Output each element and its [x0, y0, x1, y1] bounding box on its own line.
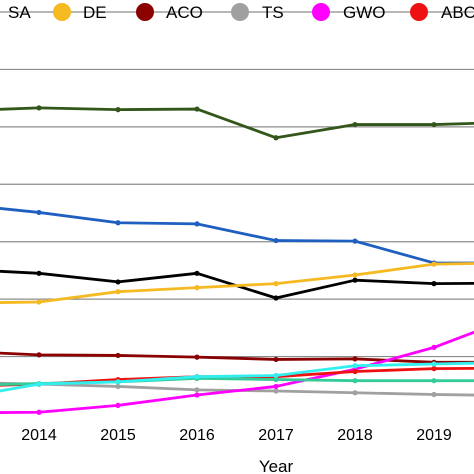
- x-tick-label: 2018: [337, 427, 373, 444]
- data-point: [273, 388, 279, 394]
- data-point: [352, 238, 358, 244]
- data-point: [431, 121, 437, 128]
- x-tick-label: 2014: [21, 427, 57, 444]
- legend-marker: [410, 3, 428, 21]
- series-unnamed-2: [0, 269, 474, 301]
- x-axis-label: Year: [259, 457, 294, 474]
- legend-item-sa: SA: [8, 3, 31, 22]
- legend-marker: [136, 3, 154, 21]
- legend-label: DE: [83, 3, 107, 22]
- data-point: [36, 105, 42, 111]
- data-point: [273, 383, 279, 390]
- data-point: [352, 390, 358, 396]
- data-point: [115, 220, 121, 226]
- data-point: [273, 356, 279, 363]
- series-unnamed-9: [0, 361, 474, 393]
- data-point: [115, 289, 121, 295]
- legend-item-de: DE: [53, 3, 107, 22]
- legend-marker: [231, 3, 249, 21]
- data-point: [352, 368, 358, 375]
- series-de: [0, 261, 474, 305]
- data-point: [194, 354, 200, 360]
- data-point: [194, 106, 200, 112]
- series-line: [0, 207, 474, 265]
- data-point: [36, 352, 42, 358]
- series-unnamed-0: [0, 105, 474, 141]
- legend-label: ACO: [166, 3, 203, 22]
- legend-item-gwo: GWO: [312, 3, 386, 22]
- series-line: [0, 351, 474, 364]
- data-point: [115, 107, 121, 113]
- data-point: [36, 299, 42, 305]
- data-point: [431, 361, 437, 367]
- data-point: [194, 392, 200, 398]
- data-point: [431, 366, 437, 372]
- series-line: [0, 361, 474, 393]
- data-point: [115, 383, 121, 390]
- data-point: [352, 121, 358, 128]
- data-point: [36, 381, 42, 387]
- data-point: [431, 281, 437, 287]
- series-line: [0, 330, 474, 414]
- series-line: [0, 262, 474, 304]
- data-point: [36, 270, 42, 276]
- x-axis-ticks: 2014 2015 2016 2017 2018 2019: [21, 427, 452, 444]
- series-line: [0, 106, 474, 140]
- data-point: [194, 221, 200, 227]
- grid-lines: [0, 11, 474, 358]
- data-point: [352, 356, 358, 362]
- data-point: [273, 237, 279, 244]
- legend-marker: [312, 3, 330, 21]
- data-point: [352, 378, 358, 384]
- data-point: [273, 376, 279, 383]
- data-point: [352, 277, 358, 283]
- series-unnamed-1: [0, 207, 474, 266]
- data-point: [352, 363, 358, 369]
- data-point: [273, 135, 279, 141]
- data-point: [194, 374, 200, 380]
- data-point: [273, 295, 279, 301]
- data-point: [194, 285, 200, 291]
- legend-label: SA: [8, 3, 31, 22]
- data-point: [431, 391, 437, 398]
- data-point: [352, 272, 358, 278]
- data-point: [115, 352, 121, 359]
- legend-label: GWO: [343, 3, 386, 22]
- legend: SA DE ACO TS GWO ABC: [8, 3, 474, 22]
- legend-item-abc: ABC: [410, 3, 474, 22]
- x-tick-label: 2016: [179, 427, 215, 444]
- data-point: [273, 281, 279, 287]
- data-point: [431, 344, 437, 350]
- legend-item-ts: TS: [231, 3, 284, 22]
- x-tick-label: 2017: [258, 427, 294, 444]
- legend-label: ABC: [441, 3, 474, 22]
- data-point: [431, 261, 437, 267]
- series-lines: [0, 105, 474, 415]
- x-tick-label: 2015: [100, 427, 136, 444]
- data-point: [36, 409, 42, 415]
- data-point: [194, 270, 200, 276]
- data-point: [273, 372, 279, 379]
- legend-marker: [53, 3, 71, 21]
- data-point: [194, 387, 200, 393]
- data-point: [36, 209, 42, 216]
- legend-item-aco: ACO: [136, 3, 203, 22]
- data-point: [115, 402, 121, 408]
- data-point: [115, 379, 121, 385]
- series-line: [0, 269, 474, 300]
- legend-label: TS: [262, 3, 284, 22]
- data-point: [431, 378, 437, 384]
- data-point: [115, 279, 121, 285]
- x-tick-label: 2019: [416, 427, 452, 444]
